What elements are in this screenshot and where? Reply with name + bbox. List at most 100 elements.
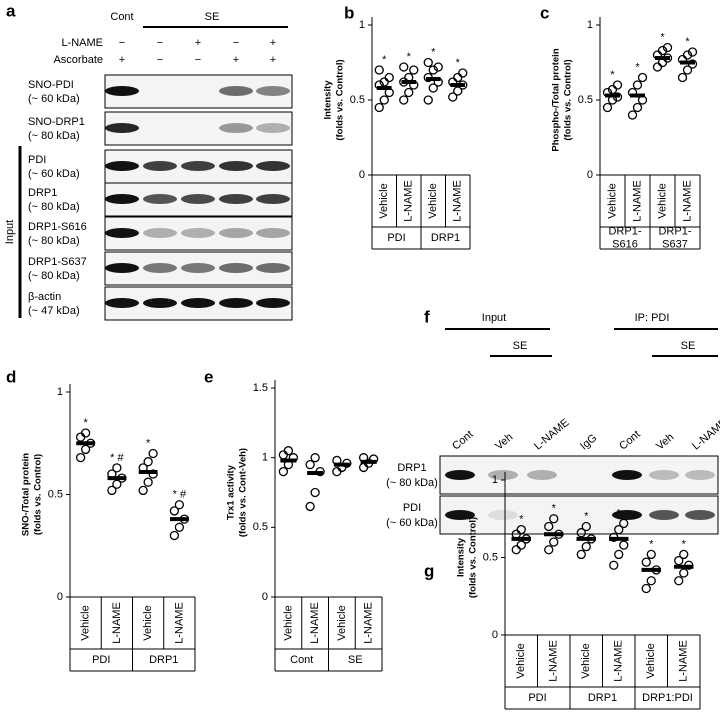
x-tick-label: L-NAME [548,640,560,682]
x-tick-label: Vehicle [378,183,390,218]
band [219,161,253,171]
data-point [614,524,624,535]
data-point [511,545,521,555]
blot-name: DRP1 [397,462,426,474]
data-point [549,514,559,524]
x-tick-label: L-NAME [173,602,185,644]
condition-sign: − [157,37,163,49]
band [105,298,139,308]
band [181,228,215,238]
condition-sign: + [195,37,201,49]
y-axis-label: Phospho-/Total protein [551,48,562,151]
lane-label: Cont [450,428,476,452]
data-point [576,528,586,538]
panel-label: g [424,561,434,580]
x-tick-label: L-NAME [681,180,693,222]
band [143,161,177,171]
data-point [682,65,693,75]
data-point [423,95,433,105]
band [256,161,290,171]
band [105,86,139,96]
data-point [614,549,624,560]
blot-name: DRP1-S637 [28,256,87,268]
y-axis-label: Intensity [456,537,467,577]
y-tick-label: 1 [262,452,268,464]
data-point [549,537,559,547]
x-tick-label: L-NAME [613,640,625,682]
band [105,228,139,238]
y-axis-label: (folds vs. Control) [563,59,574,140]
y-axis-label: (folds vs. Cont-Veh) [238,448,249,537]
data-point [174,500,185,510]
band [143,228,177,238]
data-point [143,457,153,467]
band [256,228,290,238]
group-label: DRP1- [658,225,691,237]
annotation: * # [173,489,187,501]
lane-header: SE [681,340,696,352]
y-tick-label: 1.5 [253,382,268,394]
y-tick-label: 0 [57,591,63,603]
data-point [646,549,656,560]
lane-label: L-NAME [690,417,720,453]
band [105,161,139,171]
band [256,263,290,273]
y-tick-label: 0 [359,169,365,181]
x-tick-label: Vehicle [336,605,348,640]
data-point [374,102,384,113]
condition-sign: + [270,37,276,49]
x-tick-label: Vehicle [515,643,527,678]
data-point [581,521,591,532]
band [181,194,215,204]
data-point [409,65,419,75]
band [649,510,679,520]
panel-label: b [344,3,354,22]
band [488,510,518,520]
annotation: * [407,51,412,63]
band [219,228,253,238]
x-tick-label: Vehicle [80,605,92,640]
data-point [641,557,651,567]
x-tick-label: Vehicle [282,605,294,640]
band [143,298,177,308]
data-point [619,518,629,529]
x-tick-label: Vehicle [142,605,154,640]
band [219,194,253,204]
condition-sign: + [119,54,125,66]
group-label: PDI [92,654,110,666]
blot [439,455,719,495]
y-tick-label: 0.5 [578,94,593,106]
data-point [544,545,554,555]
data-point [433,62,443,72]
data-point [332,466,342,477]
blot-name: PDI [28,154,46,166]
data-point [374,65,384,75]
lane-header: Cont [110,11,133,23]
data-point [399,95,409,105]
blot-size: (~ 80 kDa) [28,130,80,142]
data-point [143,477,153,487]
panel-label: e [204,367,213,386]
condition-label: Ascorbate [53,54,103,66]
y-tick-label: 0.5 [253,521,268,533]
x-tick-label: L-NAME [363,602,375,644]
blot-size: (~ 60 kDa) [28,168,80,180]
blot-name: SNO-DRP1 [28,116,85,128]
band [612,510,642,520]
x-tick-label: L-NAME [111,602,123,644]
data-point [581,542,591,552]
annotation: * [83,417,88,429]
data-point [310,487,320,498]
data-point [679,549,689,560]
group-label: Input [4,220,16,244]
data-point [310,453,320,463]
data-point [641,583,651,594]
data-point [632,80,643,90]
group-label: PDI [528,692,546,704]
blot-name: PDI [403,502,421,514]
condition-sign: − [195,54,201,66]
data-point [384,72,394,83]
annotation: * [635,61,640,73]
blot-size: (~ 80 kDa) [28,235,80,247]
